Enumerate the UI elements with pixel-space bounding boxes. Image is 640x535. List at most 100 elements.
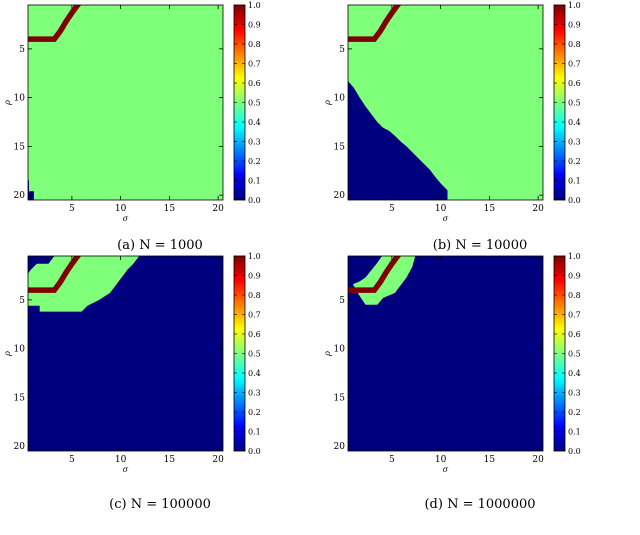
colorbar-tick-label: 0.0 [248, 196, 261, 205]
colorbar-tick-label: 0.5 [248, 99, 261, 108]
colorbar-tick-label: 0.9 [568, 272, 581, 281]
heatmap-cells [28, 5, 223, 200]
colorbar-tick-label: 0.2 [248, 157, 261, 166]
x-tick-label: 5 [389, 455, 395, 465]
colorbar-tick-label: 0.2 [568, 408, 581, 417]
x-tick-label: 5 [69, 204, 75, 214]
y-tick-label: 5 [19, 45, 25, 55]
y-tick-label: 15 [14, 142, 26, 152]
x-tick-label: 10 [435, 204, 447, 214]
colorbar-tick-label: 0.1 [248, 428, 261, 437]
colorbar-tick-label: 0.3 [568, 138, 581, 147]
y-tick-label: 20 [14, 442, 26, 452]
x-axis-label: σ [123, 465, 129, 474]
x-tick-label: 10 [435, 455, 447, 465]
colorbar-tick-label: 1.0 [568, 252, 581, 261]
y-tick-label: 10 [334, 94, 346, 104]
colorbar-tick-label: 0.7 [568, 311, 581, 320]
heatmap-cells [28, 256, 223, 451]
x-tick-label: 20 [532, 455, 544, 465]
x-axis-label: σ [443, 465, 449, 474]
x-tick-label: 15 [164, 204, 176, 214]
colorbar-tick-label: 0.8 [248, 40, 261, 49]
plot-frame [27, 255, 224, 452]
y-axis-label: ρ [3, 100, 12, 106]
colorbar-tick-label: 0.3 [248, 138, 261, 147]
heatmap-red-band [28, 5, 82, 42]
heatmap-chart-c: 5 10 15 20 5 10 15 20 σ ρ 0.0 0.1 0.2 0.3 0.4 0.5 0.6 0.7… [3, 252, 261, 474]
colorbar-tick-label: 0.6 [568, 79, 581, 88]
heatmap-panel-a: 5 10 15 20 5 10 15 20 σ ρ 0.0 0.1 0.2 0.3 0.4 0.5 0.6 0.7… [0, 0, 320, 267]
colorbar-tick-label: 0.2 [568, 157, 581, 166]
colorbar-tick-label: 0.4 [568, 369, 581, 378]
colorbar-tick-label: 0.5 [568, 350, 581, 359]
y-tick-label: 15 [14, 393, 26, 403]
colorbar-tick-label: 1.0 [248, 252, 261, 261]
colorbar-tick-label: 0.9 [248, 272, 261, 281]
caption-c: (c) N = 100000 [109, 497, 211, 512]
heatmap-cells [348, 256, 543, 451]
colorbar-tick-label: 0.5 [248, 350, 261, 359]
heatmap-panel-b: 5 10 15 20 5 10 15 20 σ ρ 0.0 0.1 0.2 0.3 0.4 0.5 0.6 0.7… [320, 0, 640, 267]
colorbar-tick-label: 0.6 [248, 330, 261, 339]
heatmap-red-band [28, 256, 82, 293]
plot-frame [347, 255, 544, 452]
colorbar-tick-label: 0.0 [568, 447, 581, 456]
plot-frame [347, 4, 544, 201]
x-tick-label: 15 [484, 204, 496, 214]
colorbar-tick-label: 0.4 [568, 118, 581, 127]
colorbar-tick-label: 0.6 [248, 79, 261, 88]
y-tick-label: 5 [339, 296, 345, 306]
heatmap-green-region [28, 256, 140, 312]
colorbar-tick-label: 0.1 [248, 177, 261, 186]
heatmap-cells [348, 5, 543, 200]
colorbar-tick-label: 0.7 [568, 60, 581, 69]
colorbar-tick-label: 0.4 [248, 118, 261, 127]
x-tick-label: 20 [212, 455, 224, 465]
y-tick-label: 20 [334, 191, 346, 201]
colorbar-tick-label: 0.5 [568, 99, 581, 108]
colorbar-tick-label: 0.1 [568, 428, 581, 437]
x-tick-label: 20 [532, 204, 544, 214]
x-tick-label: 20 [212, 204, 224, 214]
colorbar-tick-label: 0.8 [248, 291, 261, 300]
heatmap-chart-d: 5 10 15 20 5 10 15 20 σ ρ 0.0 0.1 0.2 0.3 0.4 0.5 0.6 0.7… [323, 252, 581, 474]
colorbar-tick-label: 0.7 [248, 60, 261, 69]
x-tick-label: 10 [115, 455, 127, 465]
colorbar-tick-label: 0.8 [568, 40, 581, 49]
colorbar-tick-label: 0.4 [248, 369, 261, 378]
x-tick-label: 5 [389, 204, 395, 214]
colorbar-tick-label: 0.8 [568, 291, 581, 300]
y-tick-label: 10 [14, 345, 26, 355]
y-tick-label: 10 [14, 94, 26, 104]
heatmap-background [28, 5, 223, 200]
y-tick-label: 15 [334, 393, 346, 403]
y-tick-label: 5 [19, 296, 25, 306]
heatmap-red-band [348, 5, 402, 42]
y-tick-label: 5 [339, 45, 345, 55]
colorbar-tick-label: 1.0 [248, 1, 261, 10]
caption-b: (b) N = 10000 [432, 238, 528, 253]
caption-a: (a) N = 1000 [117, 238, 203, 253]
x-tick-label: 10 [115, 204, 127, 214]
x-tick-label: 5 [69, 455, 75, 465]
y-tick-label: 20 [14, 191, 26, 201]
y-tick-label: 10 [334, 345, 346, 355]
colorbar-tick-label: 0.6 [568, 330, 581, 339]
y-axis-label: ρ [323, 100, 332, 106]
colorbar-tick-label: 0.0 [248, 447, 261, 456]
y-tick-label: 20 [334, 442, 346, 452]
colorbar-tick-label: 1.0 [568, 1, 581, 10]
x-tick-label: 15 [164, 455, 176, 465]
colorbar-tick-label: 0.9 [568, 21, 581, 30]
y-axis-label: ρ [3, 351, 12, 357]
colorbar-tick-label: 0.7 [248, 311, 261, 320]
heatmap-red-band [348, 256, 402, 293]
x-axis-label: σ [443, 214, 449, 223]
y-tick-label: 15 [334, 142, 346, 152]
colorbar-tick-label: 0.3 [248, 389, 261, 398]
x-tick-label: 15 [484, 455, 496, 465]
x-axis-label: σ [123, 214, 129, 223]
colorbar-tick-label: 0.0 [568, 196, 581, 205]
heatmap-panel-d: 5 10 15 20 5 10 15 20 σ ρ 0.0 0.1 0.2 0.3 0.4 0.5 0.6 0.7… [320, 251, 640, 518]
